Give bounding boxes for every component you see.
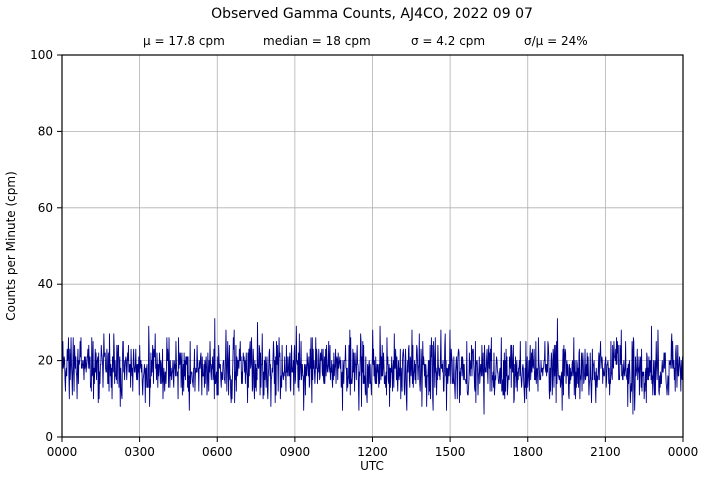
y-tick-label: 60 <box>38 201 53 215</box>
stat-median-label: median = 18 cpm <box>263 34 371 48</box>
x-tick-label: 1800 <box>512 445 543 459</box>
plot-dynamic-layer: 0 20 40 60 80 100 0000 0300 0600 0900 1200 1500 1800… <box>30 48 698 459</box>
x-tick-label: 0900 <box>280 445 311 459</box>
stat-sigma-label: σ = 4.2 cpm <box>411 34 485 48</box>
x-tick-label: 0000 <box>668 445 699 459</box>
stat-mu-label: μ = 17.8 cpm <box>143 34 225 48</box>
plot-border <box>61 54 684 438</box>
y-tick-label: 40 <box>38 277 53 291</box>
x-tick-label: 1200 <box>357 445 388 459</box>
x-tick-label: 0000 <box>47 445 78 459</box>
stat-sigma-over-mu-label: σ/μ = 24% <box>524 34 588 48</box>
x-tick-label: 2100 <box>590 445 621 459</box>
y-tick-label: 100 <box>30 48 53 62</box>
x-axis-label: UTC <box>360 459 384 473</box>
x-tick-label: 0600 <box>202 445 233 459</box>
chart-title: Observed Gamma Counts, AJ4CO, 2022 09 07 <box>211 6 533 22</box>
x-tick-label: 1500 <box>435 445 466 459</box>
y-tick-label: 0 <box>45 430 53 444</box>
y-tick-label: 20 <box>38 354 53 368</box>
x-tick-label: 0300 <box>124 445 155 459</box>
y-axis-label: Counts per Minute (cpm) <box>4 171 18 321</box>
data-series-line <box>61 318 684 415</box>
y-tick-label: 80 <box>38 124 53 138</box>
